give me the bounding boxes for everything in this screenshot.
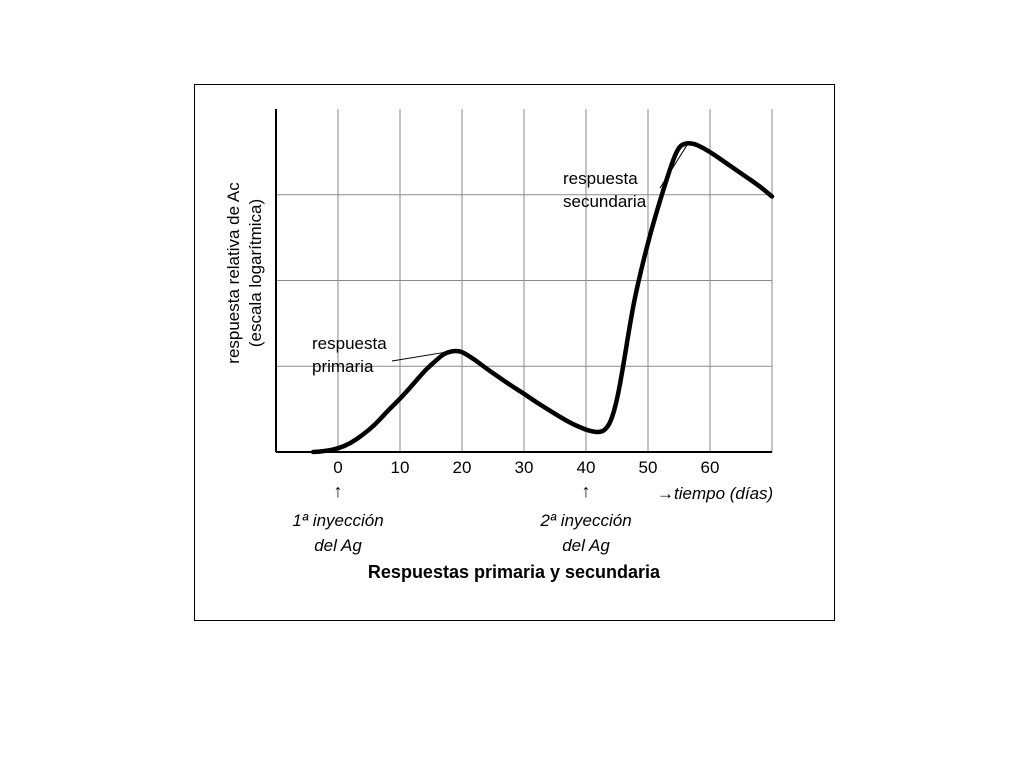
x-tick-label: 20 (453, 458, 472, 477)
x-tick-label: 10 (391, 458, 410, 477)
x-tick-label: 60 (701, 458, 720, 477)
x-tick-labels: 0 10 20 30 40 50 60 (333, 458, 719, 477)
annotation-secondary-leader (659, 141, 690, 189)
injection-label-line2: del Ag (314, 536, 362, 555)
x-tick-label: 0 (333, 458, 342, 477)
injection-label-line2: del Ag (562, 536, 610, 555)
x-tick-label: 30 (515, 458, 534, 477)
annotation-primary-line2: primaria (312, 357, 374, 376)
x-tick-label: 50 (639, 458, 658, 477)
x-tick-label: 40 (577, 458, 596, 477)
x-axis-label: →tiempo (días) (657, 484, 773, 503)
series (310, 141, 775, 455)
annotation-secondary-line1: respuesta (563, 169, 638, 188)
annotation-primary-leader (391, 350, 455, 362)
chart-title: Respuestas primaria y secundaria (368, 562, 661, 582)
annotation-primary-line1: respuesta (312, 334, 387, 353)
annotations: respuesta primaria respuesta secundaria ↑ 1ª … (292, 141, 690, 555)
series-line (310, 141, 775, 455)
injection-arrow: ↑ (334, 481, 343, 501)
injection-label-line1: 1ª inyección (292, 511, 383, 530)
y-axis-label: respuesta relativa de Ac (224, 182, 243, 364)
injection-arrow: ↑ (582, 481, 591, 501)
injection-label-line1: 2ª inyección (539, 511, 631, 530)
axes (275, 109, 772, 453)
grid (276, 109, 773, 452)
figure-frame (194, 84, 835, 621)
annotation-secondary-line2: secundaria (563, 192, 647, 211)
y-axis-sublabel: (escala logarítmica) (246, 199, 265, 347)
